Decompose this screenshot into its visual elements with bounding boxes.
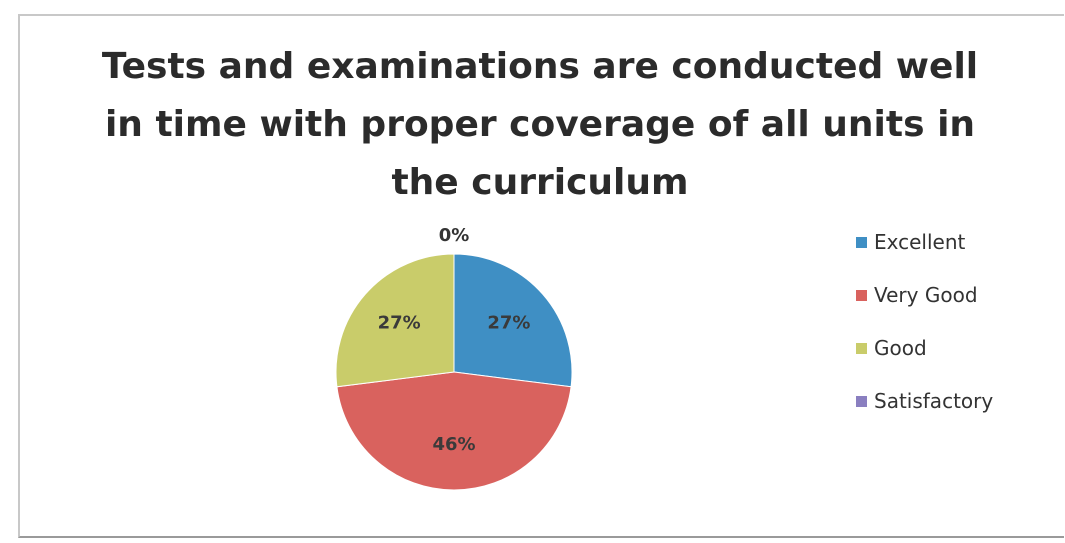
pie-slice-good bbox=[335, 253, 455, 388]
pie-label-very-good: 46% bbox=[432, 434, 475, 455]
legend-item-very-good: Very Good bbox=[856, 281, 993, 334]
legend-label-very-good: Very Good bbox=[874, 283, 978, 307]
chart-title-line-2: in time with proper coverage of all unit… bbox=[104, 104, 976, 145]
legend-item-satisfactory: Satisfactory bbox=[856, 387, 993, 440]
legend-item-excellent: Excellent bbox=[856, 228, 993, 281]
pie-label-satisfactory: 0% bbox=[439, 225, 470, 246]
pie-slice-excellent bbox=[453, 253, 573, 388]
pie-data-labels: 27% 46% 27% 0% bbox=[378, 225, 531, 455]
pie-label-good: 27% bbox=[378, 313, 421, 334]
legend-label-satisfactory: Satisfactory bbox=[874, 389, 994, 413]
legend: Excellent Very Good Good Satisfactory bbox=[856, 228, 993, 440]
pie-slice-very-good bbox=[336, 371, 572, 491]
legend-swatch-very-good bbox=[856, 290, 867, 301]
legend-label-excellent: Excellent bbox=[874, 230, 966, 254]
legend-item-good: Good bbox=[856, 334, 993, 387]
chart-title-line-1: Tests and examinations are conducted wel… bbox=[101, 46, 979, 87]
legend-swatch-satisfactory bbox=[856, 396, 867, 407]
chart-title: Tests and examinations are conducted wel… bbox=[60, 38, 1020, 212]
pie-slices bbox=[335, 253, 573, 491]
legend-swatch-excellent bbox=[856, 237, 867, 248]
pie-label-excellent: 27% bbox=[487, 313, 530, 334]
chart-title-line-3: the curriculum bbox=[391, 162, 689, 203]
legend-label-good: Good bbox=[874, 336, 927, 360]
legend-swatch-good bbox=[856, 343, 867, 354]
